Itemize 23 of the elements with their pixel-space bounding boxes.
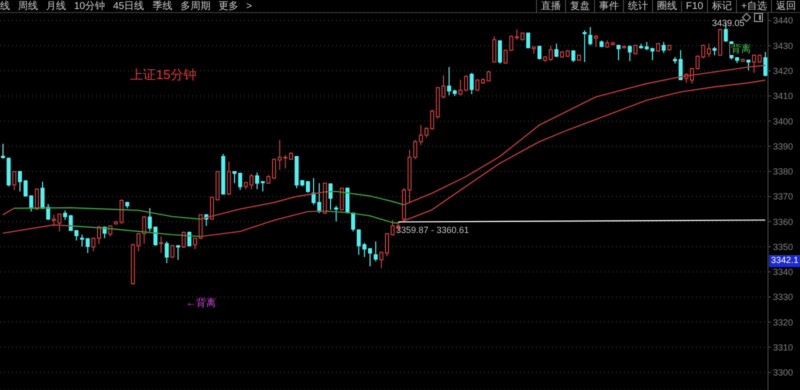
- text: 线 周线 月线 10分钟 45日线 季线 多周期 更多 >: [0, 0, 252, 12]
- y-tick-label: 3380: [773, 166, 794, 177]
- y-tick-label: 3300: [773, 368, 794, 378]
- annotation: ←背离: [186, 298, 216, 309]
- y-tick-label: 3420: [773, 66, 794, 76]
- y-tick-label: 3340: [773, 267, 794, 278]
- text: 3342.1: [769, 255, 800, 267]
- y-tick-label: 3310: [773, 342, 794, 352]
- y-tick-label: 3440: [773, 16, 794, 26]
- y-tick-label: 3400: [773, 116, 794, 126]
- y-tick-label: 3390: [773, 141, 794, 152]
- y-tick-label: 3370: [773, 192, 794, 202]
- annotation: 3439.05: [712, 18, 745, 29]
- y-tick-label: 3350: [773, 242, 794, 252]
- annotation: 背离: [730, 44, 752, 55]
- y-tick-label: 3410: [773, 91, 794, 102]
- annotation: 3359.87 - 3360.61: [396, 225, 470, 236]
- text: 上证15分钟: [130, 66, 196, 84]
- y-tick-label: 3430: [773, 40, 794, 51]
- text: 直播 复盘 事件 统计 圈线 F10 标记 +自选 返回: [540, 0, 796, 12]
- y-tick-label: 3320: [773, 317, 794, 328]
- y-tick-label: 3360: [773, 216, 794, 227]
- y-tick-label: 3330: [773, 292, 794, 302]
